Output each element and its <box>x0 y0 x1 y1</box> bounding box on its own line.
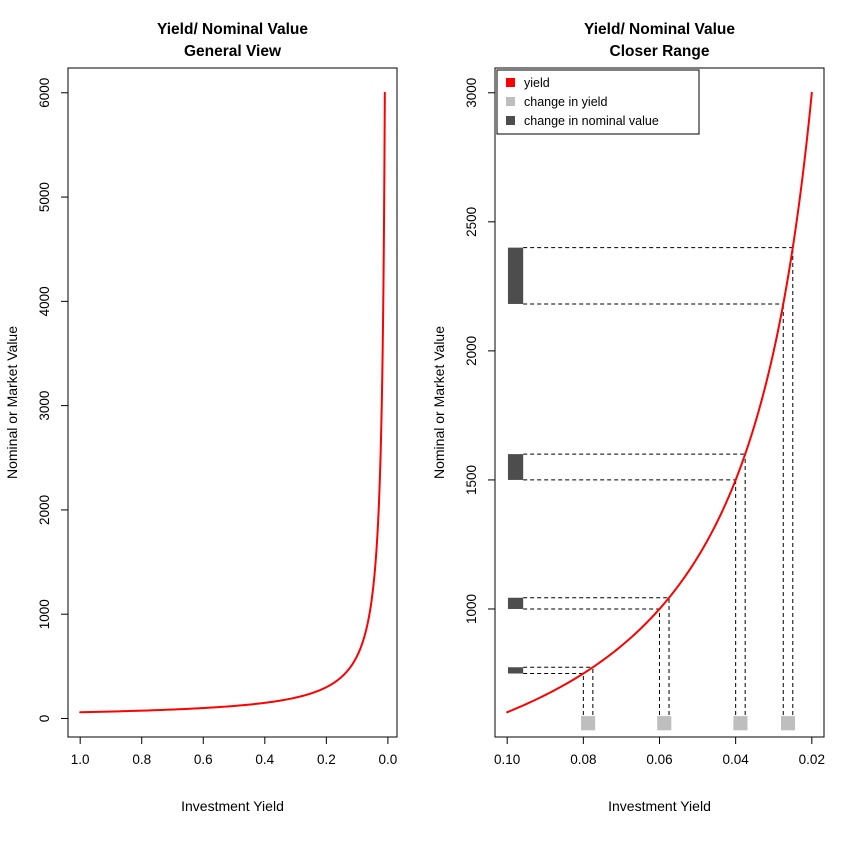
x-tick-label: 0.6 <box>194 752 213 767</box>
chart-closer-range: 0.10 0.08 0.06 0.04 0.02 1000 1500 2000 2500 3000… <box>427 0 854 849</box>
legend-swatch-change-in-yield <box>506 97 515 106</box>
x-axis-label: Investment Yield <box>181 798 284 814</box>
x-tick-label: 0.2 <box>317 752 336 767</box>
change-in-nominal-value-bar <box>507 667 524 674</box>
y-tick-label: 2000 <box>464 336 479 366</box>
chart-title-line1: Yield/ Nominal Value <box>584 21 735 38</box>
change-in-yield-bar <box>581 716 596 731</box>
legend-label-yield: yield <box>524 76 550 90</box>
chart-title-line2: Closer Range <box>610 43 710 60</box>
y-tick-label: 0 <box>37 715 52 723</box>
y-tick-label: 6000 <box>37 78 52 108</box>
x-tick-label: 0.04 <box>723 752 750 767</box>
y-tick-label: 5000 <box>37 182 52 212</box>
legend-swatch-yield <box>506 78 515 87</box>
y-tick-label: 1500 <box>464 465 479 495</box>
x-tick-label: 0.0 <box>379 752 398 767</box>
y-tick-label: 1000 <box>464 594 479 624</box>
plot-box <box>67 67 398 738</box>
change-in-nominal-value-bar <box>507 454 524 480</box>
y-tick-label: 3000 <box>464 78 479 108</box>
legend-swatch-change-in-nominal-value <box>506 116 515 125</box>
x-tick-label: 0.4 <box>255 752 274 767</box>
legend-box <box>496 69 700 135</box>
chart-title-line1: Yield/ Nominal Value <box>157 21 308 38</box>
legend-label-change-in-yield: change in yield <box>524 95 607 109</box>
change-in-nominal-value-bar <box>507 247 524 304</box>
change-in-yield-bar <box>780 716 796 731</box>
change-in-yield-bar <box>733 716 748 731</box>
x-axis-label: Investment Yield <box>608 798 711 814</box>
chart-general-view: 1.0 0.8 0.6 0.4 0.2 0.0 0 1000 2000 3000 4000 5000 6… <box>4 21 398 814</box>
x-tick-label: 1.0 <box>71 752 90 767</box>
change-in-yield-bar <box>657 716 672 731</box>
y-axis-label: Nominal or Market Value <box>4 326 20 479</box>
x-tick-label: 0.02 <box>799 752 825 767</box>
yield-curve <box>79 91 386 714</box>
chart-title-line2: General View <box>184 43 282 60</box>
x-tick-label: 0.06 <box>646 752 672 767</box>
legend-label-change-in-nominal-value: change in nominal value <box>524 114 659 128</box>
yield-curve <box>506 91 813 714</box>
y-tick-label: 3000 <box>37 391 52 421</box>
y-tick-label: 2000 <box>37 495 52 525</box>
change-in-nominal-value-bar <box>507 597 524 609</box>
y-axis-label: Nominal or Market Value <box>431 326 447 479</box>
x-tick-label: 0.8 <box>132 752 151 767</box>
x-tick-label: 0.08 <box>570 752 596 767</box>
y-tick-label: 2500 <box>464 207 479 237</box>
y-tick-label: 1000 <box>37 599 52 629</box>
x-tick-label: 0.10 <box>494 752 520 767</box>
y-tick-label: 4000 <box>37 286 52 316</box>
